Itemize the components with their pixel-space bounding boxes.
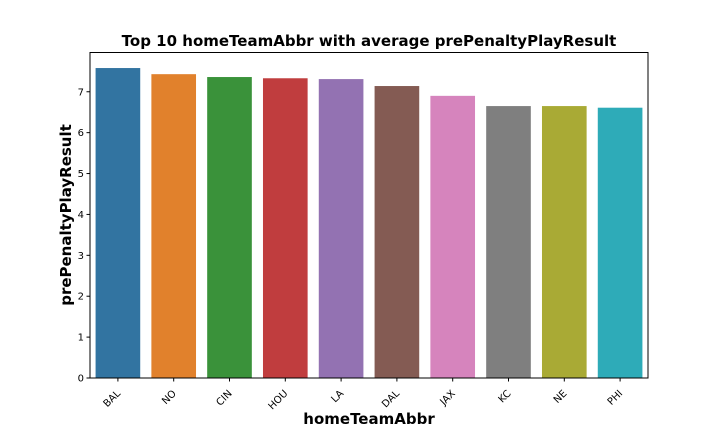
y-tick-label: 3 — [78, 251, 84, 262]
y-tick-label: 1 — [78, 333, 84, 344]
y-tick-label: 0 — [78, 374, 84, 385]
y-tick-label: 4 — [78, 210, 84, 221]
y-tick-label: 5 — [78, 169, 84, 180]
x-tick-label: DAL — [380, 388, 402, 410]
bar-hou — [262, 78, 308, 378]
x-axis-label: homeTeamAbbr — [303, 410, 435, 428]
x-tick-label: JAX — [438, 388, 458, 408]
x-tick-label: NE — [552, 388, 570, 406]
bar-cin — [207, 77, 252, 378]
bar-bal — [95, 68, 141, 379]
bar-ne — [541, 106, 587, 378]
plot-frame — [89, 52, 649, 379]
x-tick-label: BAL — [102, 388, 124, 410]
y-tick-label: 6 — [78, 128, 84, 139]
plot-area: BAL NO CIN HOU LA DAL JAX KC NE PHI 0 1 2 3 4 5 6 7 — [78, 68, 643, 412]
bar-dal — [374, 86, 420, 379]
y-tick-label: 7 — [78, 87, 84, 98]
x-tick-label: NO — [160, 388, 179, 407]
y-axis-label: prePenaltyPlayResult — [57, 124, 75, 306]
chart-title: Top 10 homeTeamAbbr with average prePena… — [122, 32, 617, 50]
x-tick-label: KC — [497, 388, 514, 405]
bar-no — [151, 74, 197, 379]
x-tick-label: PHI — [606, 388, 625, 407]
x-tick-label: LA — [329, 388, 346, 405]
bar-phi — [597, 107, 643, 378]
y-tick-label: 2 — [78, 292, 84, 303]
x-tick-label: HOU — [267, 388, 291, 412]
bar-jax — [430, 95, 476, 379]
bar-la — [318, 79, 364, 378]
x-tick-label: CIN — [215, 388, 235, 408]
bar-kc — [486, 106, 531, 378]
